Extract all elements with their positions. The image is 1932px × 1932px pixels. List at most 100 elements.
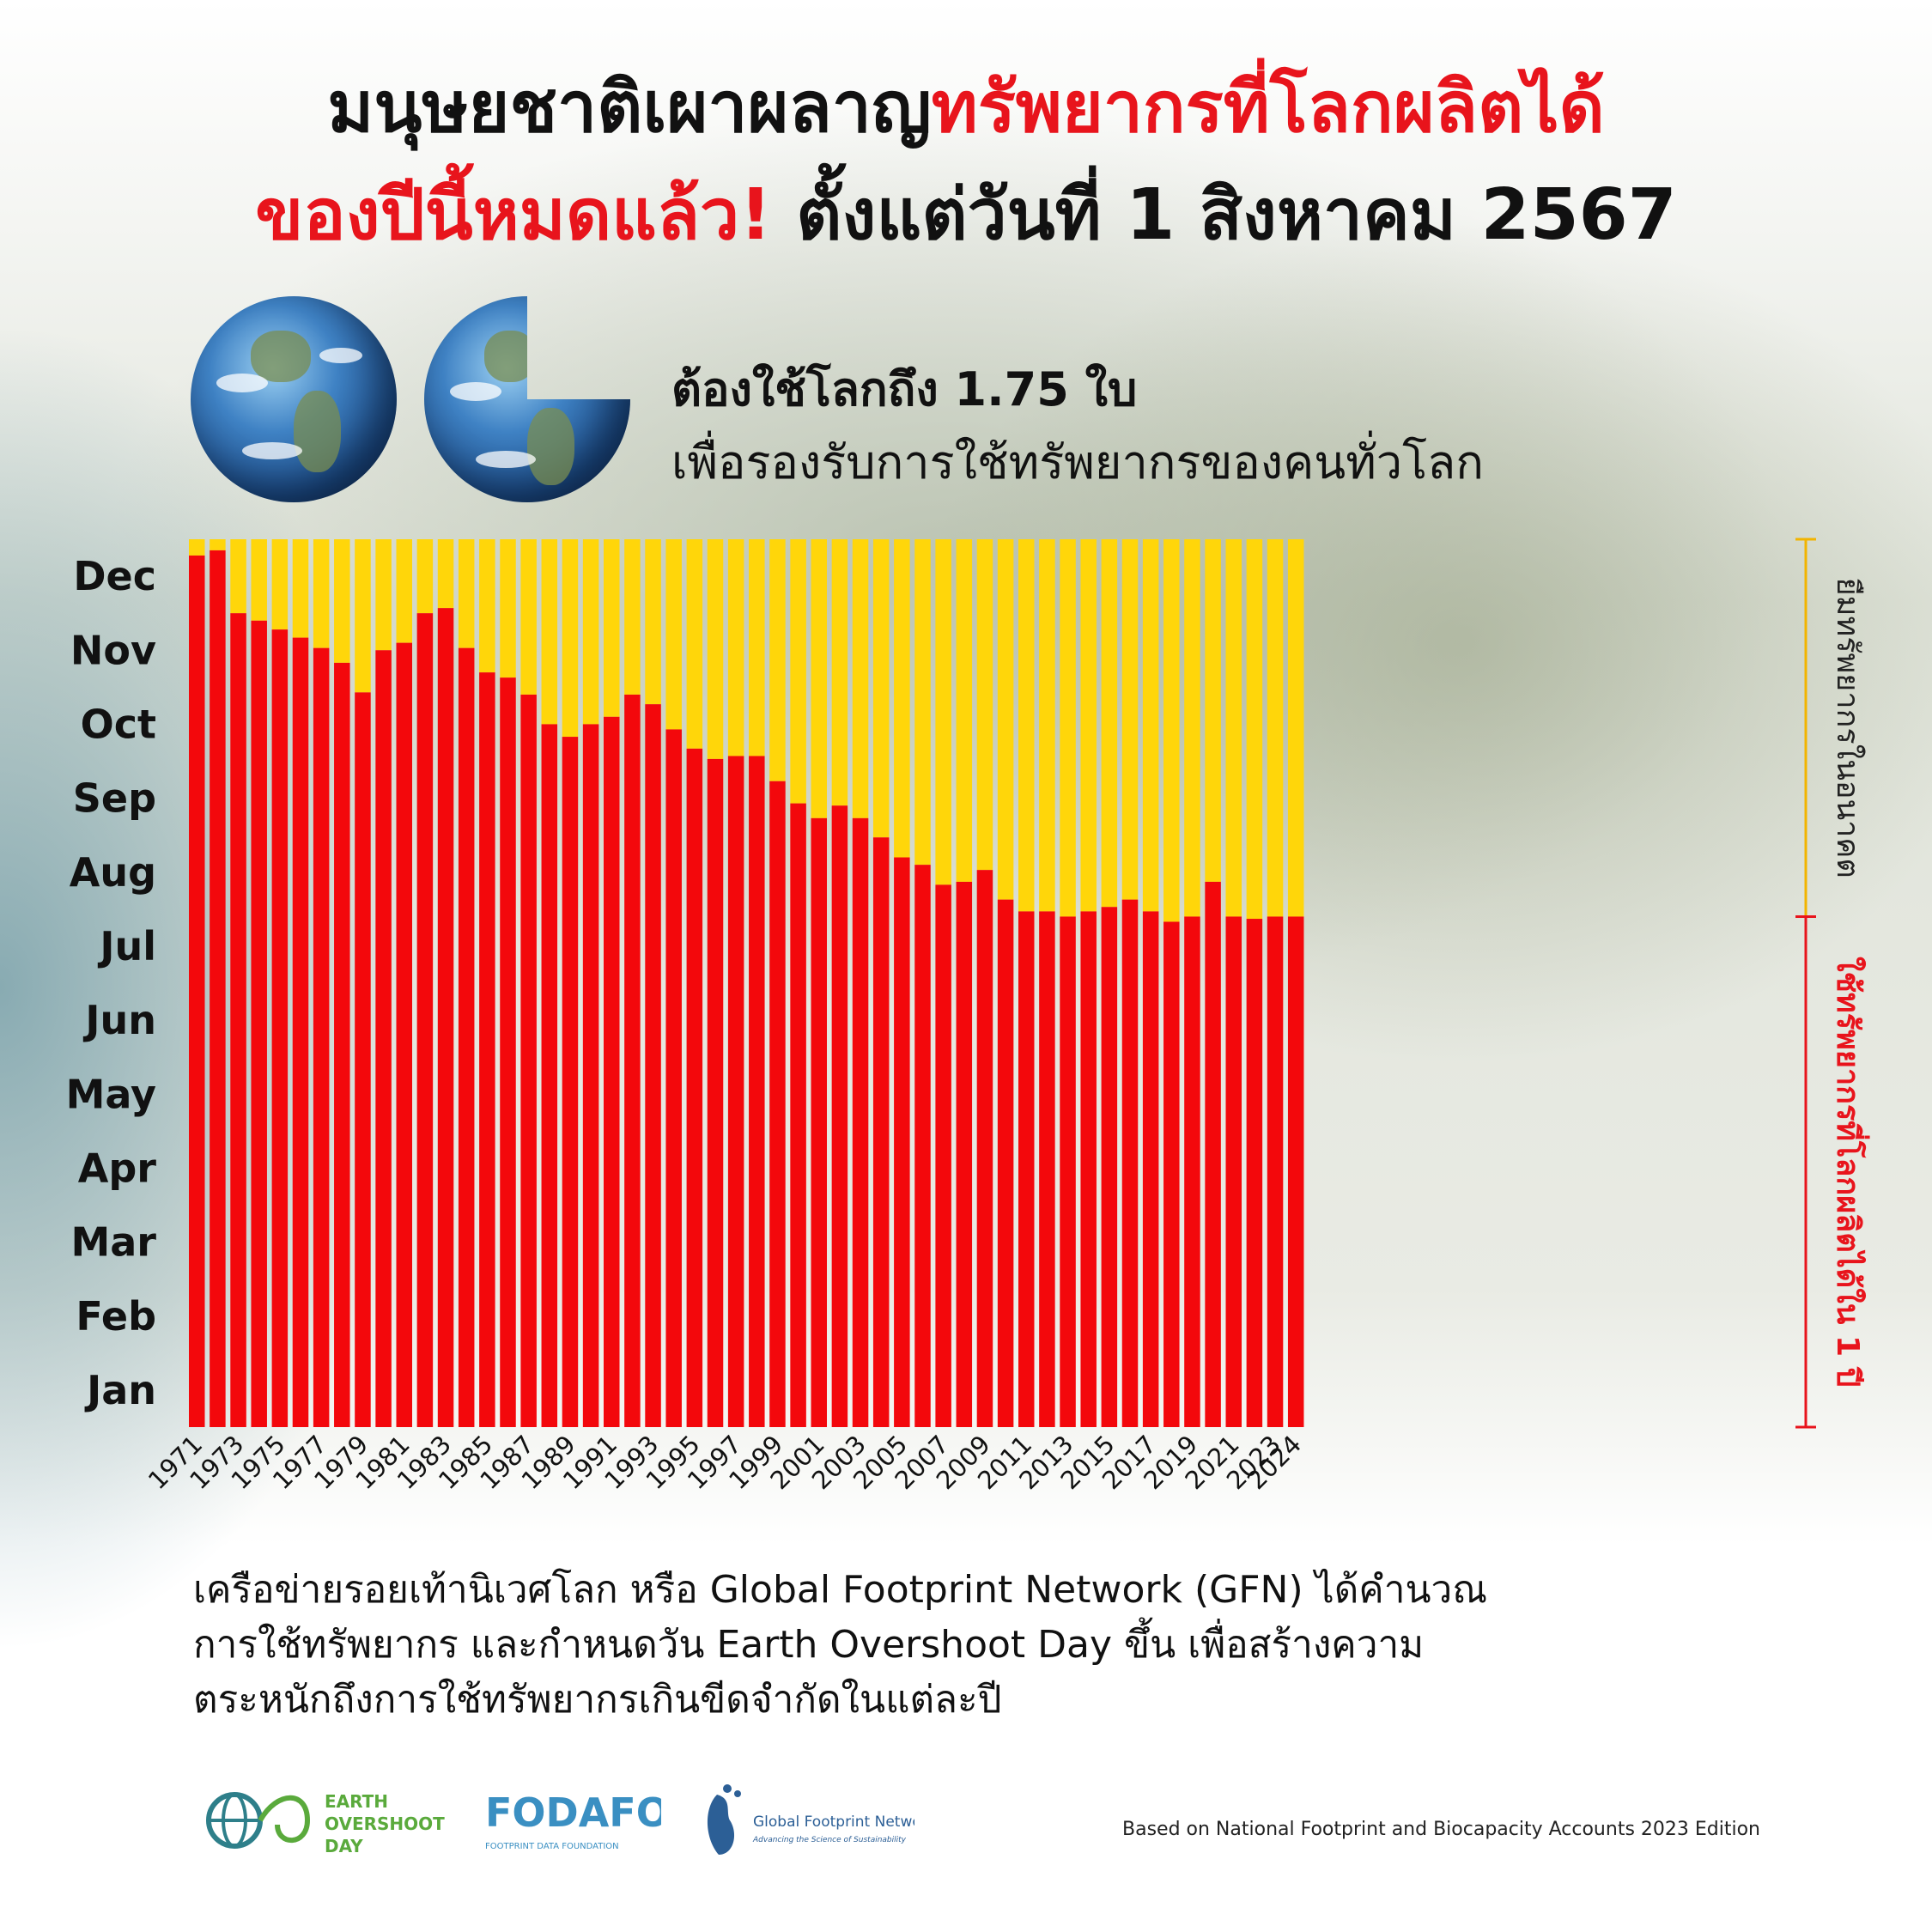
bar-borrowed <box>1060 539 1076 917</box>
bar-used <box>1205 881 1221 1427</box>
bar-borrowed <box>769 539 786 781</box>
bar-used <box>292 637 309 1427</box>
bar-borrowed <box>416 539 434 614</box>
bar-borrowed <box>1039 539 1055 912</box>
bar-used <box>458 647 475 1427</box>
bar-borrowed <box>582 539 599 725</box>
bracket-label-used: ใช้ทรัพยากรที่โลกผลิตได้ใน 1 ปี <box>1830 957 1870 1387</box>
month-tick-label: Dec <box>73 553 156 599</box>
fodafo-logo: FODAFO FOOTPRINT DATA FOUNDATION <box>485 1789 661 1851</box>
month-tick-label: Apr <box>78 1145 157 1191</box>
bar-used <box>313 647 330 1427</box>
bar-borrowed <box>230 539 246 614</box>
bracket-label-borrowed: ยืมทรัพยากรในอนาคต <box>1830 578 1866 878</box>
bar-used <box>189 555 205 1427</box>
bar-borrowed <box>749 539 765 756</box>
earth-overshoot-day-logo: EARTH OVERSHOOT DAY <box>206 1791 445 1856</box>
bar-used <box>997 899 1014 1427</box>
bar-borrowed <box>334 539 350 663</box>
fodafo-logo-subtitle: FOOTPRINT DATA FOUNDATION <box>485 1842 619 1851</box>
bar-used <box>1246 919 1263 1427</box>
earths-needed-caption: เพื่อรองรับการใช้ทรัพยากรของคนทั่วโลก <box>671 435 1484 489</box>
bar-used <box>479 672 495 1427</box>
month-axis-labels: Jan Feb Mar Apr May Jun Jul Aug Sep Oct Nov Dec <box>66 553 157 1413</box>
bar-used <box>790 803 806 1427</box>
bar-used <box>686 748 703 1427</box>
bar-borrowed <box>686 539 703 749</box>
headline-line-1: มนุษยชาติเผาผลาญทรัพยากรที่โลกผลิตได้ <box>0 73 1932 143</box>
bar-used <box>1225 916 1242 1427</box>
month-tick-label: May <box>66 1071 156 1117</box>
bar-used <box>604 716 620 1427</box>
bar-used <box>396 642 412 1427</box>
bar-borrowed <box>894 539 910 858</box>
bar-used <box>1184 916 1200 1427</box>
bar-borrowed <box>665 539 682 730</box>
description-line: การใช้ทรัพยากร และกำหนดวัน Earth Oversho… <box>193 1623 1425 1667</box>
headline-line-2: ของปีนี้หมดแล้ว! ตั้งแต่วันที่ 1 สิงหาคม… <box>0 180 1932 251</box>
bar-used <box>355 692 371 1427</box>
month-tick-label: Mar <box>70 1219 156 1266</box>
bar-borrowed <box>790 539 806 804</box>
bar-used <box>1080 911 1097 1427</box>
bar-used <box>375 650 392 1427</box>
gfn-logo-tagline: Advancing the Science of Sustainability <box>752 1836 907 1844</box>
bar-used <box>1101 907 1118 1427</box>
bar-used <box>645 704 661 1427</box>
bar-borrowed <box>375 539 392 651</box>
bar-borrowed <box>976 539 993 871</box>
month-tick-label: Feb <box>76 1293 156 1340</box>
month-tick-label: Jun <box>82 997 156 1043</box>
bar-used <box>1060 916 1076 1427</box>
bar-borrowed <box>562 539 579 738</box>
bar-borrowed <box>1121 539 1139 900</box>
earths-needed-label: ต้องใช้โลกถึง 1.75 ใบ <box>671 362 1138 416</box>
bar-used <box>976 870 993 1427</box>
headline-part-black: มนุษยชาติเผาผลาญ <box>327 67 932 149</box>
bar-borrowed <box>458 539 475 648</box>
description-line: เครือข่ายรอยเท้านิเวศโลก หรือ Global Foo… <box>193 1568 1488 1612</box>
bar-used <box>437 608 454 1427</box>
month-tick-label: Aug <box>70 849 156 896</box>
bar-borrowed <box>313 539 330 648</box>
eod-logo-word: OVERSHOOT <box>325 1814 445 1834</box>
bar-borrowed <box>811 539 827 818</box>
headline-part-red: ของปีนี้หมดแล้ว! <box>255 174 772 256</box>
bar-borrowed <box>997 539 1014 900</box>
bar-borrowed <box>604 539 620 717</box>
bar-borrowed <box>271 539 289 630</box>
bar-borrowed <box>645 539 661 705</box>
bar-used <box>707 758 724 1427</box>
bar-used <box>230 613 246 1427</box>
eod-logo-word: DAY <box>325 1836 363 1856</box>
bar-used <box>1018 911 1035 1427</box>
bar-used <box>541 724 558 1427</box>
bar-used <box>1287 916 1304 1427</box>
bar-borrowed <box>1184 539 1200 917</box>
eod-logo-word: EARTH <box>325 1791 388 1812</box>
bar-borrowed <box>1246 539 1263 920</box>
bar-borrowed <box>1101 539 1118 908</box>
bar-borrowed <box>1225 539 1242 917</box>
bar-borrowed <box>189 539 205 556</box>
bar-used <box>251 620 267 1427</box>
year-axis-labels: 1971197319751977197919811983198519871989… <box>143 1430 1307 1495</box>
full-earth-icon <box>191 296 397 502</box>
bars-group <box>189 539 1304 1427</box>
bar-borrowed <box>831 539 848 806</box>
bar-borrowed <box>500 539 516 678</box>
bar-used <box>1039 911 1055 1427</box>
bar-used <box>727 756 744 1427</box>
fodafo-logo-name: FODAFO <box>485 1789 661 1836</box>
bar-used <box>749 756 765 1427</box>
bar-borrowed <box>1163 539 1180 922</box>
bar-borrowed <box>1142 539 1159 912</box>
bar-borrowed <box>479 539 495 673</box>
bar-borrowed <box>872 539 890 838</box>
overshoot-bar-chart: Jan Feb Mar Apr May Jun Jul Aug Sep Oct Nov Dec 197… <box>66 538 1870 1495</box>
bar-used <box>562 737 579 1427</box>
bar-used <box>1121 899 1139 1427</box>
bar-borrowed <box>956 539 973 882</box>
bar-used <box>935 884 951 1427</box>
bar-borrowed <box>292 539 309 638</box>
